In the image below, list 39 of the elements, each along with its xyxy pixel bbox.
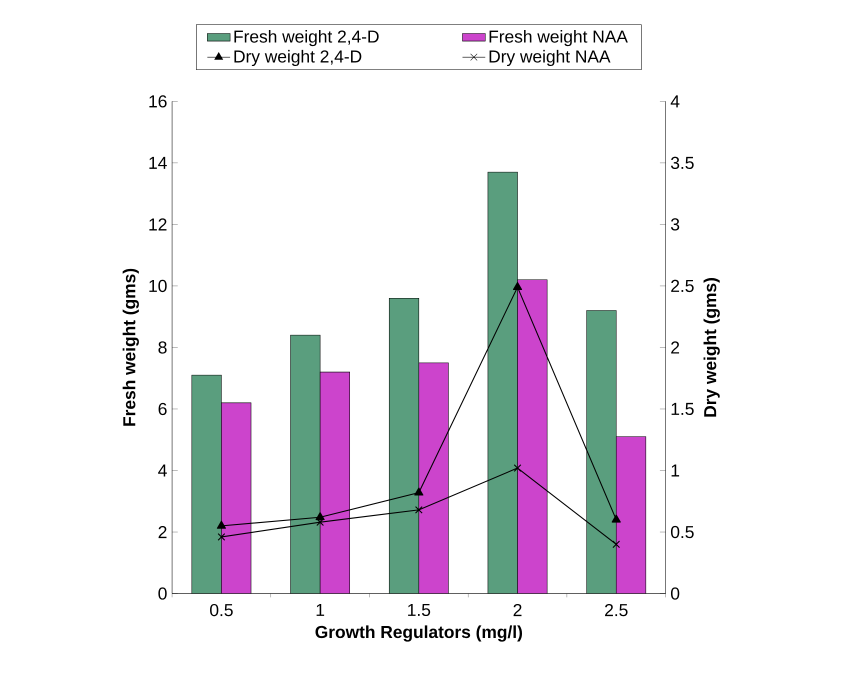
y-tick-label: 4 <box>158 464 167 476</box>
point <box>414 506 423 514</box>
x-axis-title: Growth Regulators (mg/l) <box>316 625 522 642</box>
y2-tick-label: 3 <box>670 218 680 230</box>
point <box>612 514 621 522</box>
y2-tick-label: 0 <box>670 587 680 600</box>
point <box>316 512 325 520</box>
point <box>216 520 226 529</box>
legend-label: Dry weight NAA <box>490 50 610 66</box>
y2-axis-title: Dry weight (gms) <box>704 278 720 417</box>
y2-tick-label: 0.5 <box>670 526 694 538</box>
y-tick-label: 12 <box>149 218 166 230</box>
y2-tick-label: 3.5 <box>670 156 694 169</box>
y-tick-label: 6 <box>158 402 167 415</box>
y2-tick-label: 1 <box>672 464 680 476</box>
point <box>514 464 522 472</box>
x-tick-label: 0.5 <box>210 604 233 616</box>
y-tick-label: 10 <box>149 280 167 292</box>
y-tick-label: 16 <box>149 95 167 108</box>
legend-label: Dry weight 2,4-D <box>234 50 362 66</box>
y-tick-label: 2 <box>158 526 166 538</box>
legend-label: Fresh weight NAA <box>490 30 628 46</box>
point <box>512 282 522 290</box>
point <box>218 532 226 541</box>
x-tick-label: 1 <box>316 604 324 616</box>
y-tick-label: 14 <box>149 156 167 169</box>
y-axis-title: Fresh weight (gms) <box>122 268 139 426</box>
x-tick-label: 1.5 <box>408 604 430 616</box>
x-tick-label: 2 <box>514 604 522 616</box>
y2-tick-label: 2.5 <box>671 280 694 292</box>
y-tick-label: 8 <box>158 341 167 354</box>
x-tick-label: 2.5 <box>605 604 628 616</box>
y2-tick-label: 1.5 <box>672 402 694 415</box>
point <box>612 540 620 548</box>
y2-tick-label: 2 <box>671 341 680 354</box>
point <box>414 487 424 496</box>
y2-tick-label: 4 <box>670 95 680 108</box>
y-tick-label: 0 <box>158 587 167 600</box>
legend-label: Fresh weight 2,4-D <box>234 30 379 46</box>
